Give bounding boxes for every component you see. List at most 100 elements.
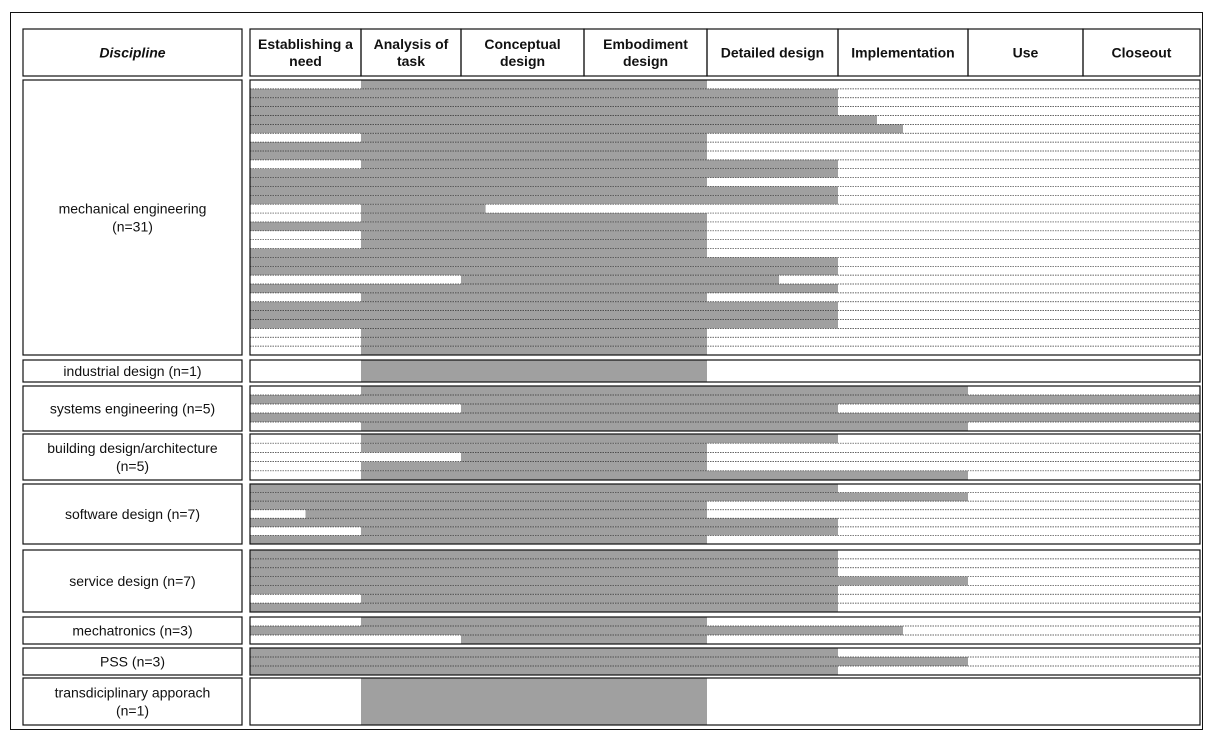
coverage-bar bbox=[361, 230, 707, 240]
header-phase-label: Closeout bbox=[1112, 45, 1172, 61]
header-phase-cell bbox=[1082, 28, 1201, 77]
coverage-bar bbox=[250, 142, 707, 151]
coverage-bar bbox=[361, 594, 838, 604]
header-phase-label: Implementation bbox=[851, 45, 954, 61]
coverage-bar bbox=[361, 617, 707, 626]
group-label: service design (n=7) bbox=[69, 573, 195, 589]
coverage-bar bbox=[361, 133, 707, 143]
coverage-bar bbox=[361, 360, 707, 382]
coverage-bar bbox=[250, 284, 838, 293]
coverage-bar bbox=[250, 124, 903, 134]
group-label: industrial design (n=1) bbox=[63, 363, 201, 379]
coverage-bar bbox=[250, 518, 838, 527]
group-data-cell bbox=[249, 616, 1201, 645]
group-label-cell bbox=[22, 359, 243, 383]
coverage-bar bbox=[250, 666, 838, 675]
coverage-bar bbox=[250, 603, 838, 612]
coverage-bar bbox=[250, 106, 838, 116]
coverage-bar bbox=[305, 509, 707, 519]
group-data-cell bbox=[249, 677, 1201, 726]
group-label-cell bbox=[22, 483, 243, 545]
group-label-cell bbox=[22, 616, 243, 645]
group-data-cell bbox=[249, 549, 1201, 613]
group-data-cell bbox=[249, 433, 1201, 481]
group-label: systems engineering (n=5) bbox=[50, 401, 215, 417]
header-discipline-cell bbox=[22, 28, 243, 77]
coverage-bar bbox=[461, 452, 707, 462]
group-data-cell bbox=[249, 359, 1201, 383]
group-label-cell bbox=[22, 549, 243, 613]
header-discipline: Discipline bbox=[99, 45, 165, 61]
header-phase-label: Detailed design bbox=[721, 45, 824, 61]
coverage-bar bbox=[361, 526, 838, 536]
coverage-bar bbox=[250, 248, 707, 258]
coverage-bar bbox=[250, 567, 838, 577]
group-data-cell bbox=[249, 79, 1201, 356]
coverage-bar bbox=[250, 413, 1200, 422]
coverage-bar bbox=[461, 635, 707, 644]
coverage-bar bbox=[250, 310, 838, 320]
header-phase-label: design bbox=[500, 53, 545, 69]
group-label: mechatronics (n=3) bbox=[72, 623, 192, 639]
coverage-bar bbox=[361, 443, 707, 453]
coverage-bar bbox=[361, 337, 707, 347]
coverage-bar bbox=[361, 346, 707, 355]
coverage-bar bbox=[250, 177, 707, 187]
coverage-bar bbox=[250, 319, 838, 329]
header-phase-label: design bbox=[623, 53, 668, 69]
group-label: software design (n=7) bbox=[65, 506, 200, 522]
coverage-bar bbox=[361, 386, 968, 395]
coverage-bar bbox=[361, 422, 968, 431]
coverage-bar bbox=[361, 470, 968, 480]
coverage-bar bbox=[361, 292, 707, 302]
coverage-bar bbox=[250, 535, 707, 544]
coverage-bar bbox=[250, 301, 838, 311]
coverage-bar bbox=[250, 221, 707, 231]
coverage-bar bbox=[461, 404, 838, 413]
group-label: building design/architecture bbox=[47, 440, 218, 456]
group-data-cell bbox=[249, 647, 1201, 676]
coverage-bar bbox=[250, 115, 877, 125]
coverage-bar bbox=[361, 434, 838, 444]
coverage-bar bbox=[250, 195, 838, 205]
group-data-cell bbox=[249, 385, 1201, 432]
header-phase-label: Establishing a bbox=[258, 36, 353, 52]
group-label: (n=5) bbox=[116, 458, 149, 474]
chart-frame bbox=[10, 12, 1203, 730]
group-label: PSS (n=3) bbox=[100, 654, 165, 670]
coverage-bar bbox=[250, 97, 838, 107]
coverage-bar bbox=[361, 239, 707, 249]
group-label-cell bbox=[22, 677, 243, 726]
coverage-bar bbox=[361, 678, 707, 725]
group-label-cell bbox=[22, 647, 243, 676]
coverage-bar bbox=[250, 484, 838, 493]
group-label-cell bbox=[22, 79, 243, 356]
coverage-bar bbox=[250, 186, 838, 196]
coverage-bar bbox=[361, 80, 707, 89]
coverage-bar bbox=[250, 648, 838, 657]
coverage-bar bbox=[250, 550, 838, 559]
coverage-bar bbox=[361, 159, 838, 169]
coverage-bar bbox=[250, 88, 838, 98]
coverage-bar bbox=[250, 657, 968, 666]
coverage-bar bbox=[250, 168, 838, 178]
header-phase-label: need bbox=[289, 53, 322, 69]
coverage-bar bbox=[250, 266, 838, 276]
header-phase-label: Analysis of bbox=[374, 36, 449, 52]
coverage-bar bbox=[250, 492, 968, 502]
group-label-cell bbox=[22, 433, 243, 481]
coverage-bar bbox=[250, 558, 838, 568]
coverage-bar bbox=[250, 576, 968, 586]
group-label: transdiciplinary apporach bbox=[55, 685, 211, 701]
coverage-bar bbox=[250, 626, 903, 635]
header-phase-label: Conceptual bbox=[484, 36, 560, 52]
coverage-bar bbox=[250, 150, 707, 160]
coverage-bar bbox=[250, 585, 838, 595]
group-label: mechanical engineering bbox=[59, 201, 207, 217]
group-label-cell bbox=[22, 385, 243, 432]
coverage-bar bbox=[361, 204, 486, 214]
header-phase-label: Use bbox=[1013, 45, 1039, 61]
coverage-bar bbox=[361, 461, 707, 471]
coverage-bar bbox=[361, 213, 707, 222]
